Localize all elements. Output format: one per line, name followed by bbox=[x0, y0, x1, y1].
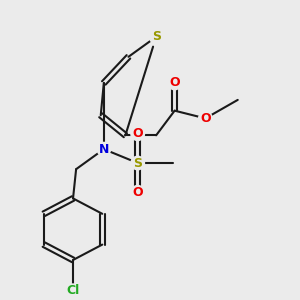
Circle shape bbox=[149, 30, 163, 43]
Circle shape bbox=[97, 142, 111, 156]
Text: S: S bbox=[152, 30, 161, 43]
Text: O: O bbox=[132, 186, 143, 199]
Circle shape bbox=[131, 156, 145, 170]
Circle shape bbox=[131, 127, 145, 140]
Text: S: S bbox=[133, 157, 142, 169]
Text: O: O bbox=[169, 76, 180, 89]
Circle shape bbox=[199, 112, 212, 125]
Circle shape bbox=[66, 284, 80, 298]
Text: O: O bbox=[132, 127, 143, 140]
Circle shape bbox=[168, 76, 182, 90]
Text: N: N bbox=[99, 143, 109, 156]
Text: Cl: Cl bbox=[66, 284, 80, 297]
Text: O: O bbox=[200, 112, 211, 125]
Circle shape bbox=[131, 185, 145, 199]
